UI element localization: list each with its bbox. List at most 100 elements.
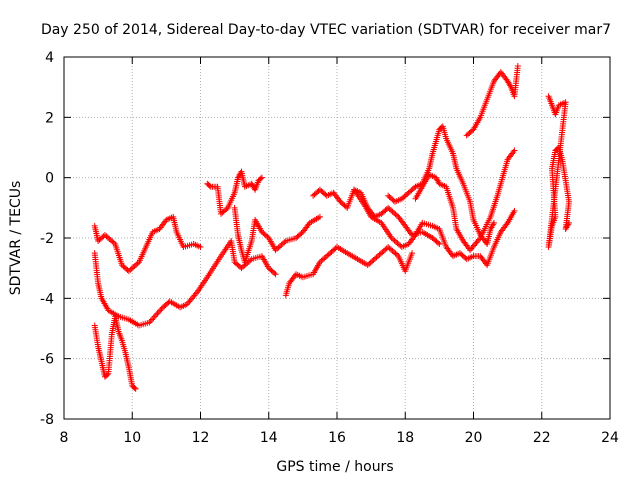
data-point [131, 263, 138, 270]
data-point [382, 246, 389, 253]
data-point [131, 384, 138, 391]
y-tick-label: 2 [45, 110, 54, 126]
data-point [110, 239, 117, 246]
data-point [103, 233, 110, 240]
data-point [321, 255, 328, 262]
series-track-3 [91, 313, 139, 392]
data-point [389, 208, 396, 215]
series-track-10 [412, 147, 518, 254]
data-point [149, 316, 156, 323]
data-point [272, 271, 279, 278]
data-point [386, 206, 393, 213]
data-point [391, 237, 398, 244]
y-tick-label: -8 [40, 412, 54, 428]
data-point [379, 249, 386, 256]
data-point [380, 247, 387, 254]
data-point [395, 241, 402, 248]
y-tick-label: -4 [40, 291, 54, 307]
chart-title: Day 250 of 2014, Sidereal Day-to-day VTE… [41, 22, 611, 38]
data-point [276, 243, 283, 250]
data-point [385, 244, 392, 251]
data-point [370, 256, 377, 263]
data-point [373, 254, 380, 261]
axis-ticks [63, 56, 611, 420]
data-point [157, 307, 164, 314]
data-point [272, 247, 279, 254]
data-point [435, 239, 442, 246]
series-track-8 [351, 186, 518, 269]
series-track-1 [91, 238, 279, 329]
data-point [386, 245, 393, 252]
data-point [377, 250, 384, 257]
x-tick-label: 12 [192, 430, 210, 446]
data-point [271, 269, 278, 276]
data-point [393, 212, 400, 219]
data-point [369, 258, 376, 265]
data-point [393, 251, 400, 258]
data-point [389, 247, 396, 254]
data-point [133, 261, 140, 268]
data-point [385, 204, 392, 211]
y-tick-label: -2 [40, 231, 54, 247]
data-point [316, 259, 323, 266]
data-point [197, 244, 204, 251]
data-point [324, 252, 331, 259]
data-point [104, 371, 111, 378]
data-point [372, 255, 379, 262]
data-point [411, 184, 418, 191]
y-tick-label: -6 [40, 352, 54, 368]
data-point [106, 235, 113, 242]
data-point [258, 174, 265, 181]
data-point [257, 175, 264, 182]
data-point [388, 235, 395, 241]
series-track-11 [463, 63, 521, 139]
data-point [127, 266, 134, 273]
data-point [279, 240, 286, 247]
x-tick-label: 22 [533, 430, 551, 446]
data-points [91, 63, 573, 392]
data-point [366, 260, 373, 267]
data-point [388, 207, 395, 214]
data-point [107, 237, 114, 244]
data-point [319, 256, 326, 263]
data-point [223, 206, 230, 213]
series-track-2 [91, 213, 204, 275]
x-tick-label: 20 [465, 430, 483, 446]
data-point [316, 213, 323, 220]
x-tick-label: 8 [60, 430, 69, 446]
data-point [394, 240, 401, 247]
data-point [101, 231, 108, 238]
series-track-9 [385, 123, 497, 248]
data-point [392, 211, 399, 218]
data-point [104, 234, 111, 241]
data-point [151, 313, 158, 320]
data-point [511, 207, 518, 214]
data-point [364, 262, 371, 269]
data-point [514, 63, 521, 70]
data-point [367, 259, 374, 266]
data-point [130, 264, 137, 271]
x-tick-label: 10 [123, 430, 141, 446]
y-tick-label: 0 [45, 171, 54, 187]
data-point [318, 257, 325, 264]
data-point [109, 238, 116, 245]
data-point [158, 305, 165, 312]
data-point [388, 246, 395, 253]
data-point [390, 236, 397, 243]
data-point [155, 308, 162, 315]
data-point [490, 219, 497, 226]
y-tick-label: 4 [45, 50, 54, 66]
data-point [376, 251, 383, 258]
data-point [154, 310, 161, 317]
grid [64, 57, 610, 419]
data-point [238, 265, 245, 272]
data-point [566, 219, 573, 226]
data-point [274, 245, 281, 252]
data-point [392, 238, 399, 245]
x-tick-label: 16 [328, 430, 346, 446]
data-point [392, 250, 399, 257]
data-point [239, 263, 246, 270]
series-track-5 [231, 204, 323, 266]
